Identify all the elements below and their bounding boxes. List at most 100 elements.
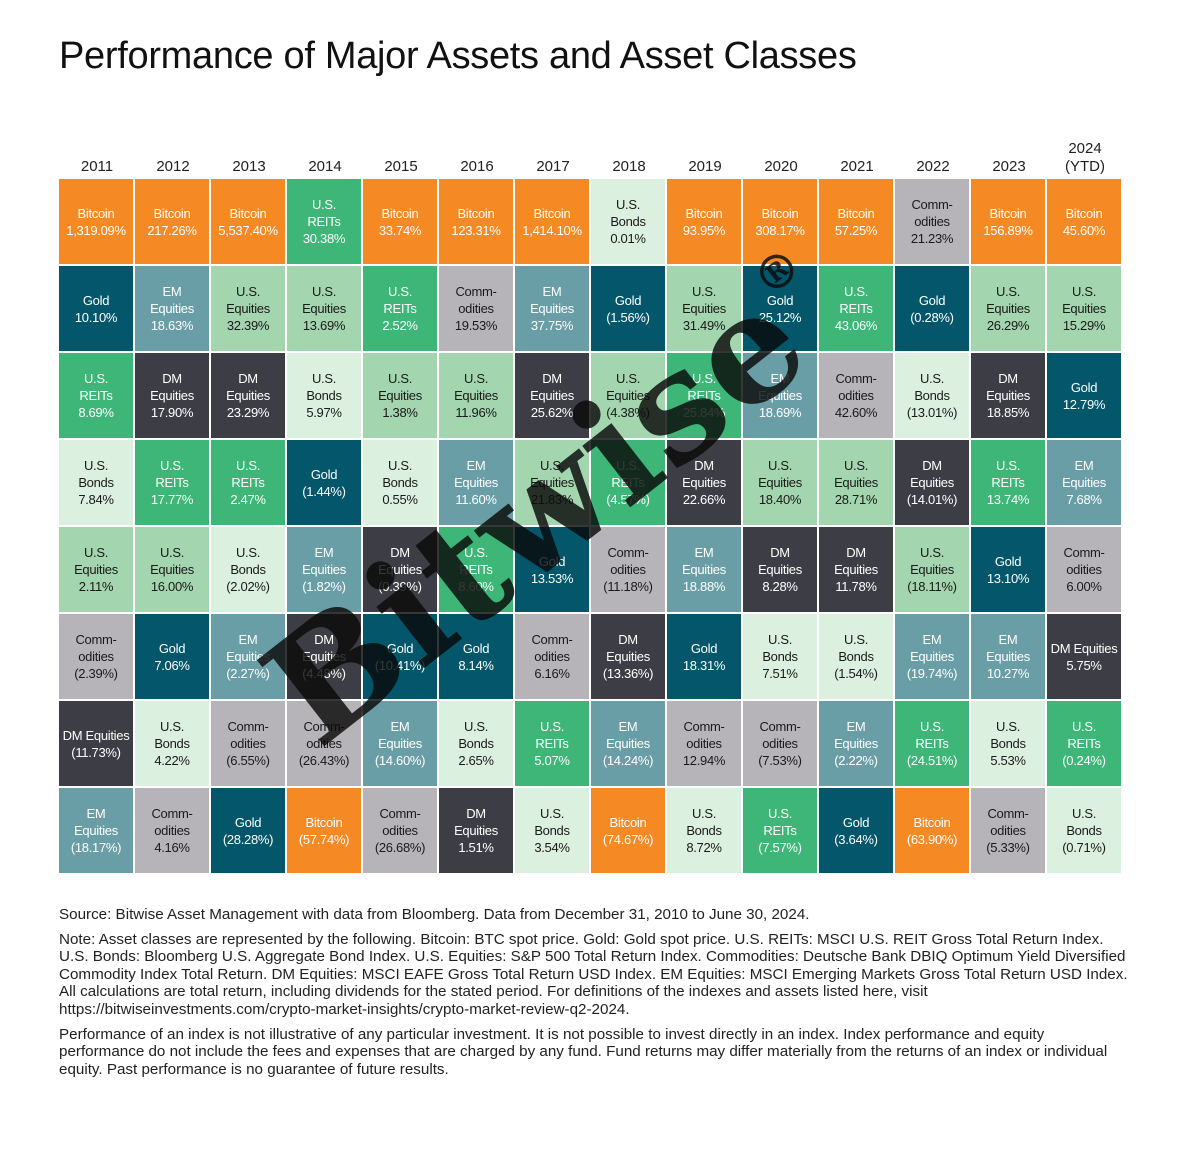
cell-asset-label: Equities bbox=[986, 388, 1030, 403]
cell-asset-label: Gold bbox=[462, 640, 490, 656]
cell-asset-label: U.S. bbox=[843, 632, 869, 647]
cell-asset-label: Bonds bbox=[686, 823, 722, 838]
cell-value: (2.22%) bbox=[834, 753, 878, 768]
cell-value: (6.55%) bbox=[226, 753, 270, 768]
cell-asset-label: EM bbox=[466, 458, 486, 473]
cell-value: (24.51%) bbox=[906, 753, 958, 768]
cell-asset-label: REITs bbox=[307, 214, 341, 229]
cell-asset-label: Bonds bbox=[230, 562, 266, 577]
cell-value: 17.90% bbox=[150, 405, 194, 420]
asset-cell: EM Equities 10.27% bbox=[971, 614, 1045, 699]
asset-cell: U.S. Bonds 3.54% bbox=[515, 788, 589, 873]
cell-asset-label: U.S. bbox=[1071, 719, 1097, 734]
cell-asset-label: U.S. bbox=[159, 458, 185, 473]
asset-cell: U.S. Equities 31.49% bbox=[667, 266, 741, 351]
asset-cell: Comm-odities (7.53%) bbox=[743, 701, 817, 786]
asset-cell: U.S. Equities 13.69% bbox=[287, 266, 361, 351]
cell-value: 13.10% bbox=[986, 570, 1030, 586]
cell-asset-label: Equities bbox=[302, 562, 346, 577]
cell-value: (26.68%) bbox=[374, 840, 426, 855]
cell-value: (11.73%) bbox=[71, 744, 121, 760]
asset-cell: U.S. Equities 28.71% bbox=[819, 440, 893, 525]
cell-asset-label: Equities bbox=[682, 475, 726, 490]
asset-cell: U.S. Equities 15.29% bbox=[1047, 266, 1121, 351]
cell-asset-label: Gold bbox=[82, 292, 110, 308]
cell-asset-label: odities bbox=[762, 736, 798, 751]
asset-cell: EM Equities (19.74%) bbox=[895, 614, 969, 699]
disclaimer-note: Performance of an index is not illustrat… bbox=[59, 1025, 1108, 1078]
asset-cell: U.S. REITs (24.51%) bbox=[895, 701, 969, 786]
cell-asset-label: Equities bbox=[910, 562, 954, 577]
year-label: 2020 bbox=[764, 158, 798, 175]
cell-value: 18.85% bbox=[986, 405, 1030, 420]
cell-asset-label: odities bbox=[458, 301, 494, 316]
cell-asset-label: Equities bbox=[530, 475, 574, 490]
cell-value: 25.62% bbox=[530, 405, 574, 420]
cell-asset-label: Bitcoin bbox=[457, 205, 495, 221]
asset-cell: DM Equities 8.28% bbox=[743, 527, 817, 612]
asset-cell: Gold 10.10% bbox=[59, 266, 133, 351]
cell-asset-label: EM bbox=[390, 719, 410, 734]
asset-cell: Gold 13.53% bbox=[515, 527, 589, 612]
asset-cell: EM Equities 18.88% bbox=[667, 527, 741, 612]
cell-value: 5,537.40% bbox=[218, 222, 278, 238]
cell-value: (0.28%) bbox=[910, 309, 954, 325]
cell-asset-label: DM bbox=[998, 371, 1018, 386]
asset-cell: EM Equities (18.17%) bbox=[59, 788, 133, 873]
cell-asset-label: Equities bbox=[758, 475, 802, 490]
asset-cell: Gold (1.44%) bbox=[287, 440, 361, 525]
cell-asset-label: REITs bbox=[459, 562, 493, 577]
cell-asset-label: Equities bbox=[150, 301, 194, 316]
asset-cell: U.S. Bonds (1.54%) bbox=[819, 614, 893, 699]
cell-asset-label: DM bbox=[846, 545, 866, 560]
cell-value: 13.74% bbox=[986, 492, 1030, 507]
asset-cell: Bitcoin 5,537.40% bbox=[211, 179, 285, 264]
cell-asset-label: Equities bbox=[1062, 301, 1106, 316]
asset-cell: U.S. Equities 21.83% bbox=[515, 440, 589, 525]
cell-value: 42.60% bbox=[834, 405, 878, 420]
cell-asset-label: DM bbox=[314, 632, 334, 647]
year-label: 2023 bbox=[992, 158, 1026, 175]
cell-value: (7.53%) bbox=[758, 753, 802, 768]
cell-asset-label: Bitcoin bbox=[837, 205, 875, 221]
cell-value: (14.24%) bbox=[602, 753, 654, 768]
cell-asset-label: Equities bbox=[758, 388, 802, 403]
cell-value: 18.40% bbox=[758, 492, 802, 507]
cell-value: 30.38% bbox=[302, 231, 346, 246]
cell-value: 7.51% bbox=[762, 666, 798, 681]
cell-value: 1,414.10% bbox=[522, 222, 582, 238]
asset-cell: U.S. Bonds 0.01% bbox=[591, 179, 665, 264]
cell-asset-label: U.S. bbox=[767, 632, 793, 647]
cell-value: 17.77% bbox=[150, 492, 194, 507]
year-label: 2016 bbox=[460, 158, 494, 175]
year-label: 2022 bbox=[916, 158, 950, 175]
cell-asset-label: Bonds bbox=[610, 214, 646, 229]
asset-cell: EM Equities 18.63% bbox=[135, 266, 209, 351]
asset-cell: U.S. Bonds 7.51% bbox=[743, 614, 817, 699]
cell-asset-label: DM bbox=[162, 371, 182, 386]
cell-value: 25.84% bbox=[682, 405, 726, 420]
asset-cell: Comm-odities 4.16% bbox=[135, 788, 209, 873]
asset-cell: DM Equities 22.66% bbox=[667, 440, 741, 525]
cell-value: 57.25% bbox=[834, 222, 878, 238]
cell-value: 18.31% bbox=[682, 657, 726, 673]
cell-value: (7.57%) bbox=[758, 840, 802, 855]
cell-asset-label: Gold bbox=[158, 640, 186, 656]
asset-cell: U.S. Equities 1.38% bbox=[363, 353, 437, 438]
cell-asset-label: Equities bbox=[226, 649, 270, 664]
asset-cell: Comm-odities 6.00% bbox=[1047, 527, 1121, 612]
cell-value: 156.89% bbox=[983, 222, 1033, 238]
cell-value: (2.39%) bbox=[74, 666, 118, 681]
cell-value: (0.71%) bbox=[1062, 840, 1106, 855]
cell-asset-label: DM bbox=[542, 371, 562, 386]
cell-asset-label: EM bbox=[162, 284, 182, 299]
cell-value: 23.29% bbox=[226, 405, 270, 420]
cell-asset-label: U.S. bbox=[83, 545, 109, 560]
cell-value: 5.53% bbox=[990, 753, 1026, 768]
cell-value: (1.54%) bbox=[834, 666, 878, 681]
cell-asset-label: EM bbox=[1074, 458, 1094, 473]
year-label: 2011 bbox=[80, 158, 114, 175]
cell-asset-label: Equities bbox=[910, 649, 954, 664]
cell-value: 28.71% bbox=[834, 492, 878, 507]
asset-cell: Comm-odities (26.43%) bbox=[287, 701, 361, 786]
